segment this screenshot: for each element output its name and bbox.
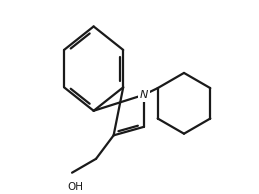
Text: N: N [140, 90, 148, 100]
Text: OH: OH [67, 182, 83, 192]
